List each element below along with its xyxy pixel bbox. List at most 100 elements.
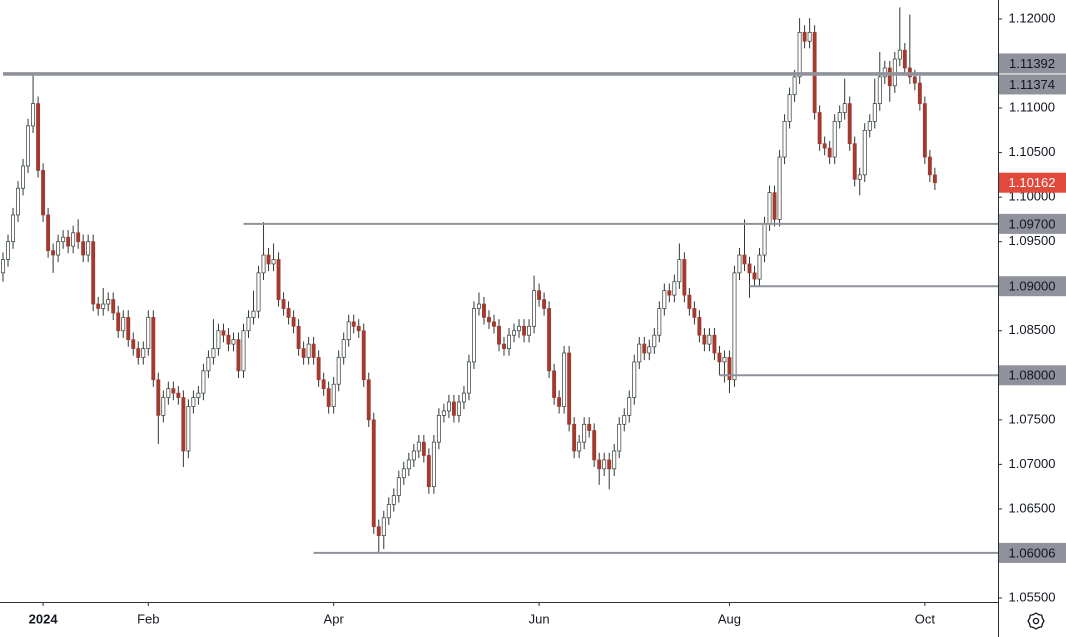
level-label: 1.11374 [1009,77,1055,92]
candle-body [1,259,5,274]
candle-body [221,330,226,336]
candle-body [802,31,807,42]
candle-body [587,423,592,431]
level-label-box [999,53,1066,74]
candle-body [902,49,907,69]
level-label: 1.06006 [1009,545,1056,560]
candle-body [602,459,607,470]
candle-body [522,325,527,336]
candle-body [652,334,657,348]
candle-body [471,308,476,363]
x-tick-label: Oct [915,611,936,626]
candle-body [141,348,146,358]
settings-button[interactable] [1024,609,1048,633]
candle-body [466,361,471,394]
candle-body [96,303,101,309]
candle-body [31,103,36,127]
y-tick-label: 1.07500 [1009,411,1056,426]
candle-body [777,156,782,220]
candle-body [181,397,186,452]
candle-body [667,290,672,296]
candle-body [36,103,41,171]
y-tick-label: 1.10500 [1009,144,1056,159]
candle-body [562,352,567,407]
candle-body [121,317,126,332]
candle-body [11,214,15,243]
candle-body [111,299,116,314]
candle-body [507,334,511,349]
candle-body [211,348,216,358]
candle-body [106,299,111,305]
candle-body [136,348,141,358]
candle-body [231,339,236,345]
x-tick-label: Aug [718,611,741,626]
candle-body [807,31,812,42]
level-label: 1.09000 [1009,279,1056,294]
candle-body [572,423,577,452]
candle-body [742,254,747,265]
candle-body [617,423,622,452]
candle-body [341,339,346,358]
candle-body [461,392,466,403]
candle-body [837,112,842,122]
candle-body [482,303,486,318]
candle-body [246,317,251,332]
candle-body [927,156,932,176]
candle-body [787,94,792,122]
candle-body [61,236,66,243]
candle-body [782,121,787,158]
candle-body [321,379,326,390]
candle-body [497,325,501,345]
candle-body [46,214,51,251]
candle-body [151,317,156,381]
candle-body [627,397,632,416]
candle-body [396,477,401,496]
candle-body [657,308,662,336]
level-label: 1.08000 [1009,368,1056,383]
candle-body [792,76,797,96]
candle-body [732,272,737,381]
candle-body [16,187,20,216]
candle-body [251,310,256,318]
level-label-box [999,213,1066,234]
candle-body [26,125,31,167]
candle-body [897,49,902,60]
x-tick-label: Feb [137,611,159,626]
candle-body [296,325,301,349]
candle-body [772,192,777,220]
candle-body [737,254,742,274]
candle-body [717,352,722,363]
candle-body [131,339,136,349]
candle-body [612,450,617,470]
candle-body [557,397,562,407]
candle-body [932,174,937,184]
candle-body [446,401,451,412]
candle-body [502,343,506,349]
level-label: 1.11392 [1009,56,1055,71]
candle-body [512,330,516,336]
candle-body [271,259,276,265]
candle-body [752,272,757,280]
candle-body [917,82,922,104]
level-label-box [999,542,1066,563]
axes: 1.120001.110001.105001.100001.095001.085… [29,10,1066,626]
candle-body [71,232,76,247]
candle-body [146,317,151,349]
candle-body [767,192,772,225]
candle-body [101,303,106,309]
candle-body [56,241,61,256]
candle-body [582,423,587,443]
candle-body [487,317,491,323]
candle-body [697,317,702,336]
candle-body [532,290,537,327]
candle-body [171,388,176,394]
candle-body [456,401,461,416]
candle-body [747,263,752,274]
candle-body [91,241,96,305]
candle-body [662,290,667,309]
y-tick-label: 1.12000 [1009,10,1056,25]
candle-body [607,459,612,470]
candle-body [261,254,266,274]
candle-body [176,392,181,398]
